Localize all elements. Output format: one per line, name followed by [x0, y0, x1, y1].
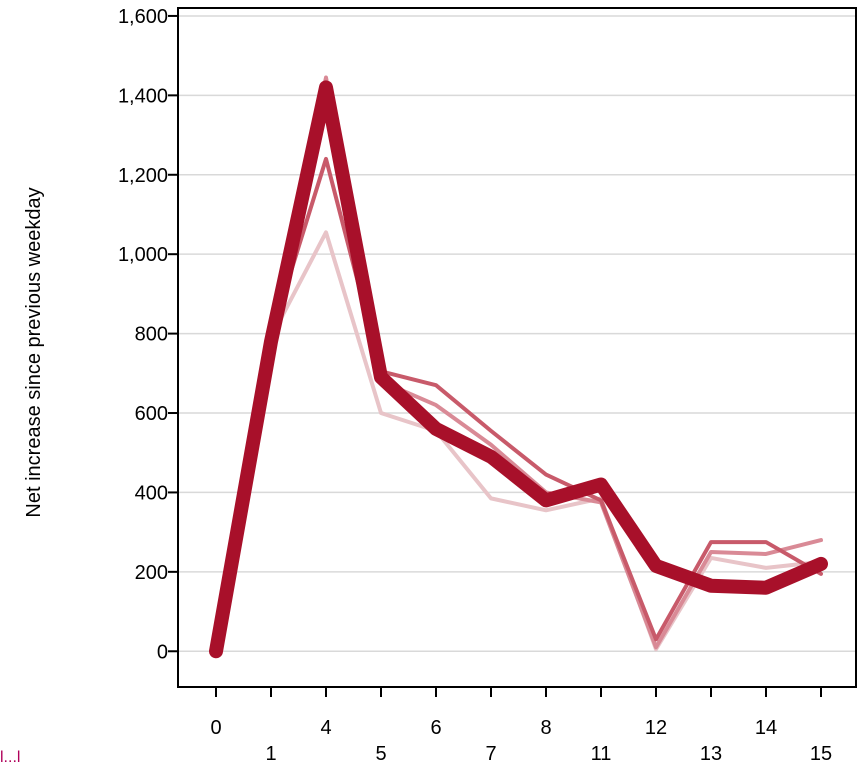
- y-axis: 0 200 400 600 800 1,000 1,200 1,400 1,600: [118, 6, 178, 663]
- x-tick-label: 4: [320, 717, 331, 739]
- x-tick-label: 12: [645, 717, 667, 739]
- y-tick-label: 1,000: [118, 244, 168, 266]
- x-tick-label: 8: [540, 717, 551, 739]
- y-axis-title: Net increase since previous weekday: [23, 187, 45, 517]
- x-tick-label: 13: [700, 743, 722, 765]
- x-tick-label: 14: [755, 717, 777, 739]
- y-tick-label: 200: [135, 562, 168, 584]
- cropped-footnote-text: l...l: [0, 749, 20, 766]
- x-tick-label: 7: [485, 743, 496, 765]
- series-line: [214, 230, 823, 654]
- series-lines: [209, 75, 828, 659]
- x-tick-label: 0: [210, 717, 221, 739]
- y-tick-label: 0: [157, 641, 168, 663]
- y-tick-label: 1,600: [118, 6, 168, 28]
- x-tick-label: 15: [810, 743, 832, 765]
- x-tick-label: 6: [430, 717, 441, 739]
- plot-frame: [177, 7, 857, 688]
- series-line: [214, 156, 823, 654]
- series-line: [209, 80, 828, 659]
- y-tick-label: 600: [135, 403, 168, 425]
- y-tick-label: 800: [135, 324, 168, 346]
- x-tick-label: 1: [265, 743, 276, 765]
- x-tick-label: 5: [375, 743, 386, 765]
- y-tick-label: 1,400: [118, 85, 168, 107]
- x-tick-label: 11: [591, 743, 612, 765]
- y-tick-label: 1,200: [118, 165, 168, 187]
- y-tick-label: 400: [135, 482, 168, 504]
